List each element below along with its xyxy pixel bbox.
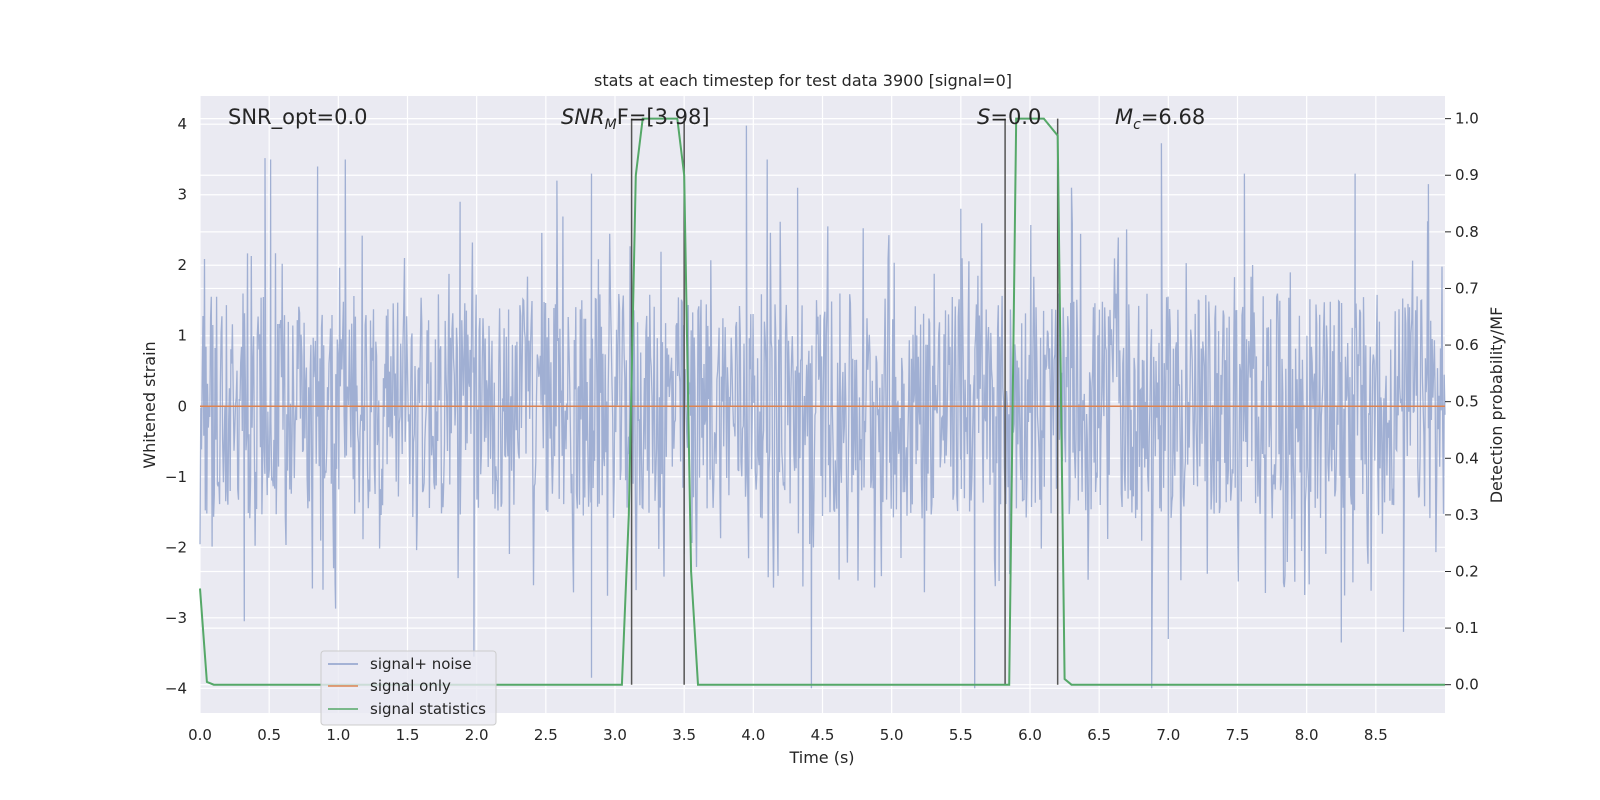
x-tick-label-7: 3.5 xyxy=(672,726,696,744)
y-tick-label-5: 1 xyxy=(177,327,187,345)
x-tick-label-15: 7.5 xyxy=(1226,726,1250,744)
series-signal-noise xyxy=(199,125,1446,689)
annotation-snr-mf-base: SNR xyxy=(561,105,605,129)
x-tick-labels: 0.0 0.5 1.0 1.5 2.0 2.5 3.0 3.5 4.0 4.5 5.0 5.5 6.0 6… xyxy=(188,726,1388,744)
legend-label-signal-only: signal only xyxy=(370,677,451,695)
y2-tick-label-4: 0.4 xyxy=(1455,449,1479,467)
annotation-mc: Mc=6.68 xyxy=(1115,105,1205,133)
y2-tick-label-0: 0.0 xyxy=(1455,676,1479,694)
annotation-s-rest: =0.0 xyxy=(990,105,1041,129)
x-tick-label-3: 1.5 xyxy=(396,726,420,744)
annotation-snr-mf-sub: M xyxy=(605,117,617,133)
y2-tick-label-7: 0.7 xyxy=(1455,279,1479,297)
y-tick-label-4: 0 xyxy=(177,397,187,415)
legend: signal+ noise signal only signal statist… xyxy=(320,650,497,726)
x-tick-label-0: 0.0 xyxy=(188,726,212,744)
annotation-snr-opt: SNR_opt=0.0 xyxy=(228,105,368,130)
x-tick-label-12: 6.0 xyxy=(1018,726,1042,744)
x-tick-label-13: 6.5 xyxy=(1087,726,1111,744)
y2-tick-label-3: 0.3 xyxy=(1455,506,1479,524)
x-tick-label-14: 7.0 xyxy=(1156,726,1180,744)
y2-tick-label-6: 0.6 xyxy=(1455,336,1479,354)
x-tick-label-9: 4.5 xyxy=(811,726,835,744)
x-tick-label-5: 2.5 xyxy=(534,726,558,744)
annotation-s-var: S xyxy=(977,105,990,129)
x-axis-label: Time (s) xyxy=(788,748,854,767)
annotation-mc-var: M xyxy=(1115,105,1133,129)
y2-tick-label-10: 1.0 xyxy=(1455,110,1479,128)
signal-noise-line xyxy=(199,125,1446,689)
x-tick-label-8: 4.0 xyxy=(741,726,765,744)
annotation-snr-mf-rest: F=[3.98] xyxy=(617,105,710,129)
y2-tick-label-2: 0.2 xyxy=(1455,562,1479,580)
legend-label-signal-statistics: signal statistics xyxy=(370,700,486,718)
y-tick-labels: −4 −3 −2 −1 0 1 2 3 4 xyxy=(165,115,187,697)
x-tick-label-17: 8.5 xyxy=(1364,726,1388,744)
annotation-s: S=0.0 xyxy=(977,105,1041,129)
y2-tick-label-8: 0.8 xyxy=(1455,223,1479,241)
chart-title: stats at each timestep for test data 390… xyxy=(594,71,1012,90)
annotation-mc-rest: =6.68 xyxy=(1141,105,1205,129)
y-tick-label-6: 2 xyxy=(177,256,187,274)
y-tick-label-8: 4 xyxy=(177,115,187,133)
y-tick-label-1: −3 xyxy=(165,609,187,627)
y-tick-label-7: 3 xyxy=(177,186,187,204)
y2-tick-label-1: 0.1 xyxy=(1455,619,1479,637)
y2-tick-labels: 0.0 0.1 0.2 0.3 0.4 0.5 0.6 0.7 0.8 0.9 1.0 xyxy=(1445,110,1479,694)
x-tick-label-16: 8.0 xyxy=(1295,726,1319,744)
series-signal-statistics xyxy=(199,117,1445,686)
y2-axis-label: Detection probability/MF xyxy=(1487,307,1506,504)
legend-box xyxy=(320,650,497,726)
x-tick-label-6: 3.0 xyxy=(603,726,627,744)
x-tick-label-10: 5.0 xyxy=(880,726,904,744)
y-tick-label-0: −4 xyxy=(165,679,187,697)
y-tick-label-3: −1 xyxy=(165,468,187,486)
y2-tick-label-5: 0.5 xyxy=(1455,393,1479,411)
y2-tick-label-9: 0.9 xyxy=(1455,166,1479,184)
annotation-mc-sub: c xyxy=(1133,117,1141,133)
signal-statistics-line xyxy=(199,117,1445,686)
annotation-snr-mf: SNRMF=[3.98] xyxy=(561,105,710,133)
x-tick-label-11: 5.5 xyxy=(949,726,973,744)
x-tick-label-1: 0.5 xyxy=(257,726,281,744)
y-tick-label-2: −2 xyxy=(165,538,187,556)
legend-label-signal-noise: signal+ noise xyxy=(370,655,472,673)
x-tick-label-2: 1.0 xyxy=(326,726,350,744)
y-axis-label: Whitened strain xyxy=(140,341,159,468)
x-tick-label-4: 2.0 xyxy=(465,726,489,744)
